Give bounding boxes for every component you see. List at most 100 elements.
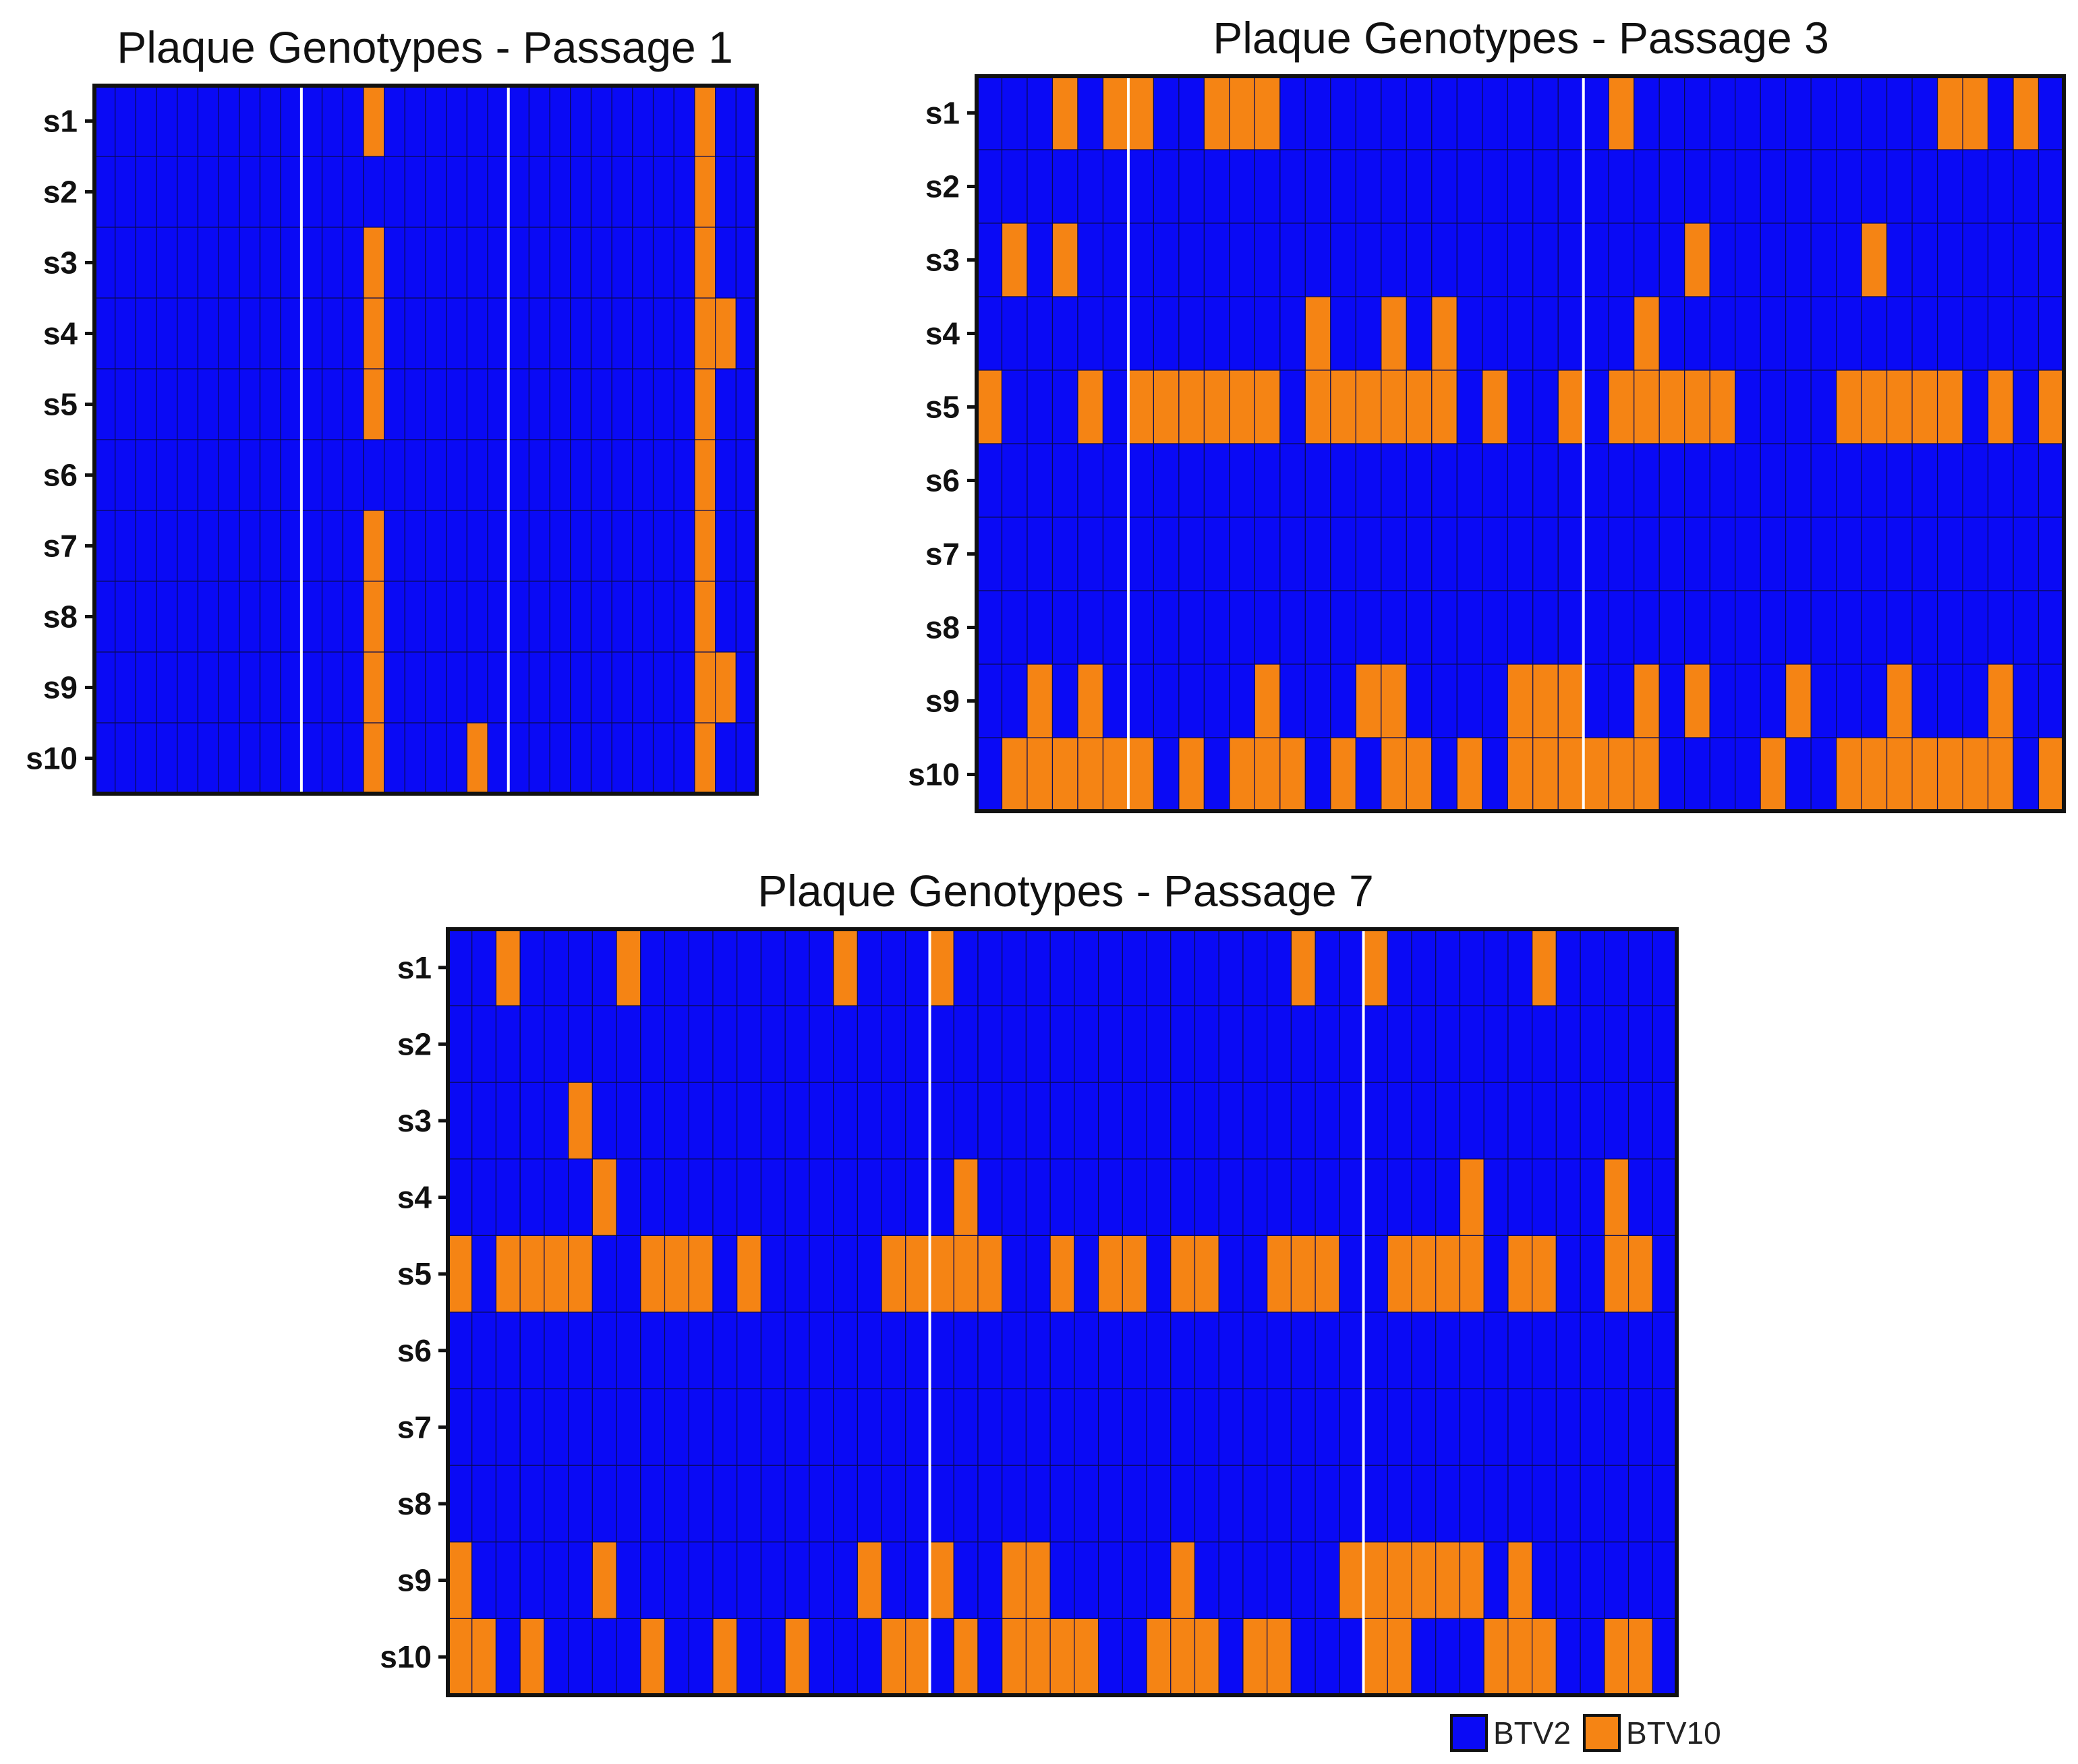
cell-btv2 xyxy=(446,722,467,794)
cell-btv2 xyxy=(715,227,737,299)
cell-btv2 xyxy=(1911,149,1938,224)
cell-btv10 xyxy=(447,1541,473,1620)
cell-btv10 xyxy=(1911,370,1938,444)
row-label-s8: s8 xyxy=(397,1486,432,1521)
cell-btv2 xyxy=(1760,149,1787,224)
cell-btv2 xyxy=(1178,443,1205,518)
cell-btv2 xyxy=(446,368,467,440)
cell-btv2 xyxy=(833,1618,858,1696)
cell-btv2 xyxy=(259,651,281,724)
cell-btv2 xyxy=(466,156,488,228)
cell-btv2 xyxy=(1886,590,1913,665)
cell-btv2 xyxy=(1025,1388,1051,1466)
cell-btv2 xyxy=(1025,1465,1051,1543)
cell-btv2 xyxy=(1785,76,1812,150)
cell-btv2 xyxy=(342,227,364,299)
cell-btv2 xyxy=(1785,590,1812,665)
cell-btv2 xyxy=(177,227,199,299)
cell-btv2 xyxy=(977,1541,1003,1620)
cell-btv2 xyxy=(784,1388,810,1466)
cell-btv2 xyxy=(2013,590,2040,665)
cell-btv2 xyxy=(1431,590,1458,665)
cell-btv2 xyxy=(977,929,1003,1007)
cell-btv2 xyxy=(115,722,136,794)
cell-btv2 xyxy=(1146,1388,1172,1466)
cell-btv2 xyxy=(446,227,467,299)
cell-btv2 xyxy=(156,722,178,794)
cell-btv2 xyxy=(218,368,240,440)
cell-btv2 xyxy=(1555,1235,1581,1313)
cell-btv2 xyxy=(2038,517,2065,591)
cell-btv2 xyxy=(2013,296,2040,371)
cell-btv2 xyxy=(1229,223,1255,297)
cell-btv2 xyxy=(1861,443,1888,518)
cell-btv2 xyxy=(1097,1082,1123,1160)
cell-btv2 xyxy=(1652,1005,1677,1083)
cell-btv10 xyxy=(1435,1235,1461,1313)
cell-btv2 xyxy=(1025,1235,1051,1313)
cell-btv2 xyxy=(616,1388,641,1466)
cell-btv2 xyxy=(1482,590,1508,665)
cell-btv2 xyxy=(342,581,364,653)
cell-btv2 xyxy=(591,1312,617,1390)
cell-btv2 xyxy=(321,439,343,511)
cell-btv2 xyxy=(1987,296,2014,371)
cell-btv2 xyxy=(495,1312,521,1390)
cell-btv2 xyxy=(1406,443,1433,518)
cell-btv2 xyxy=(1153,737,1180,812)
passage-1-heatmap: s1 s2 s3 s4 s5 s6 s7 s8 s9 s10 xyxy=(26,84,759,796)
cell-btv2 xyxy=(590,651,612,724)
cell-btv10 xyxy=(466,722,488,794)
cell-btv2 xyxy=(471,1388,497,1466)
cell-btv2 xyxy=(905,1312,931,1390)
cell-btv2 xyxy=(1339,1618,1364,1696)
cell-btv10 xyxy=(694,651,716,724)
cell-btv2 xyxy=(1194,1541,1219,1620)
cell-btv2 xyxy=(1279,223,1306,297)
cell-btv2 xyxy=(1652,1388,1677,1466)
cell-btv10 xyxy=(905,1618,931,1696)
plot-frame xyxy=(92,84,759,796)
cell-btv2 xyxy=(447,1388,473,1466)
cell-btv2 xyxy=(1178,590,1205,665)
cell-btv2 xyxy=(1459,1082,1484,1160)
cell-btv2 xyxy=(2038,223,2065,297)
cell-btv2 xyxy=(1304,664,1331,738)
cell-btv2 xyxy=(1315,1618,1340,1696)
cell-btv2 xyxy=(1604,1082,1629,1160)
cell-btv2 xyxy=(1128,517,1155,591)
cell-btv2 xyxy=(549,510,571,582)
cell-btv10 xyxy=(1886,664,1913,738)
cell-btv2 xyxy=(115,156,136,228)
cell-btv2 xyxy=(1911,443,1938,518)
cell-btv2 xyxy=(1194,929,1219,1007)
cell-btv2 xyxy=(1760,76,1787,150)
cell-btv2 xyxy=(568,1618,593,1696)
cell-btv2 xyxy=(1194,1312,1219,1390)
cell-btv2 xyxy=(404,156,426,228)
cell-btv2 xyxy=(425,156,447,228)
cell-btv2 xyxy=(857,1158,882,1237)
cell-btv10 xyxy=(1170,1235,1196,1313)
cell-btv2 xyxy=(1709,517,1736,591)
cell-btv2 xyxy=(1810,149,1837,224)
cell-btv2 xyxy=(1684,149,1710,224)
cell-btv2 xyxy=(1330,76,1356,150)
cell-btv2 xyxy=(591,1235,617,1313)
cell-btv2 xyxy=(632,439,654,511)
cell-btv2 xyxy=(760,1618,786,1696)
cell-btv2 xyxy=(528,227,550,299)
cell-btv10 xyxy=(471,1618,497,1696)
cell-btv2 xyxy=(673,581,695,653)
cell-btv2 xyxy=(735,297,757,370)
cell-btv2 xyxy=(1027,443,1054,518)
cell-btv2 xyxy=(1627,1158,1653,1237)
cell-btv2 xyxy=(570,85,592,157)
cell-btv10 xyxy=(953,1618,979,1696)
cell-btv2 xyxy=(590,227,612,299)
cell-btv10 xyxy=(1634,737,1660,812)
cell-btv2 xyxy=(466,85,488,157)
cell-btv2 xyxy=(1435,1465,1461,1543)
row-label-s9: s9 xyxy=(397,1563,432,1598)
cell-btv2 xyxy=(611,368,633,440)
